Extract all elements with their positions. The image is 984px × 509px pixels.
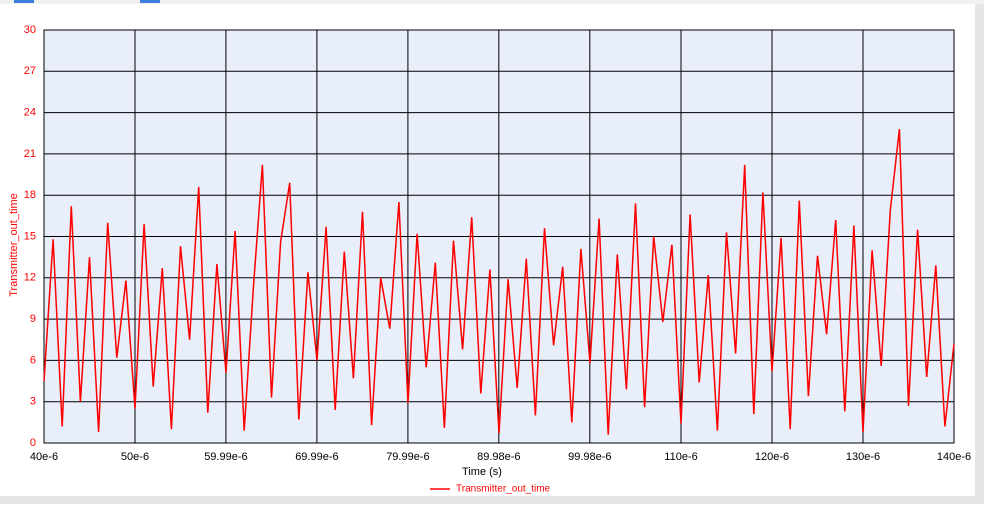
y-tick-label: 12 [24,272,36,284]
y-tick-label: 24 [24,107,36,119]
y-tick-label: 30 [24,24,36,36]
y-tick-label: 21 [24,148,36,160]
x-tick-label: 40e-6 [30,451,58,463]
top-strip [0,0,984,4]
x-tick-label: 140e-6 [937,451,971,463]
series-line [43,129,955,435]
y-tick-label: 18 [24,189,36,201]
tab-icon [140,0,160,3]
y-tick-label: 3 [30,396,36,408]
y-tick-label: 0 [30,437,36,449]
legend-label: Transmitter_out_time [456,484,551,495]
x-tick-label: 99.98e-6 [568,451,611,463]
x-tick-label: 59.99e-6 [204,451,247,463]
x-axis-label: Time (s) [462,466,502,478]
y-axis-label: Transmitter_out_time [8,193,20,297]
y-tick-label: 9 [30,313,36,325]
y-tick-label: 6 [30,354,36,366]
tab-icon [14,0,34,3]
y-tick-label: 15 [24,230,36,242]
x-tick-label: 69.99e-6 [295,451,338,463]
x-tick-label: 130e-6 [846,451,880,463]
x-tick-label: 79.99e-6 [386,451,429,463]
y-tick-label: 27 [24,65,36,77]
x-tick-label: 110e-6 [664,451,697,463]
bottom-strip [0,496,984,504]
x-tick-label: 89.98e-6 [477,451,520,463]
scrollbar [975,4,984,504]
x-tick-label: 50e-6 [121,451,149,463]
x-tick-label: 120e-6 [755,451,789,463]
